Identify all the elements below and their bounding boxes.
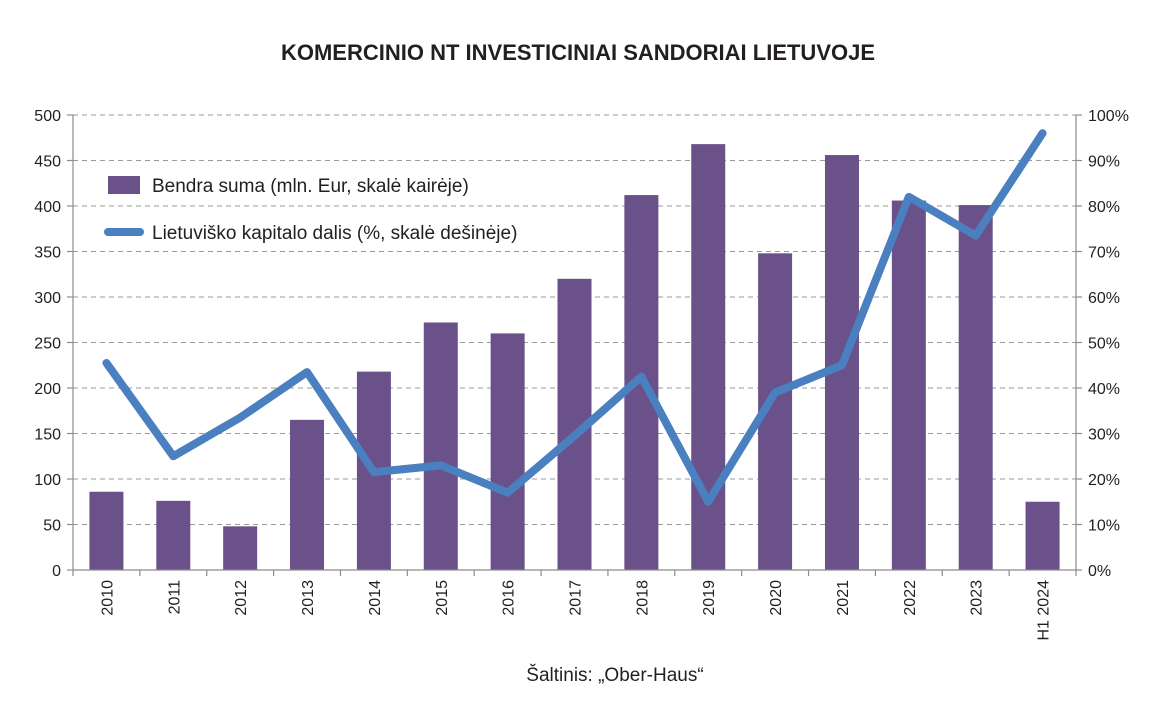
- right-tick-label: 60%: [1088, 290, 1120, 307]
- legend-swatch-bars: [108, 176, 140, 194]
- line-point: [305, 370, 310, 375]
- bar: [1025, 501, 1060, 570]
- x-tick-label: 2020: [768, 580, 785, 616]
- right-tick-label: 100%: [1088, 108, 1129, 125]
- line-point: [706, 499, 711, 504]
- right-tick-label: 10%: [1088, 518, 1120, 535]
- x-tick-label: 2015: [434, 580, 451, 616]
- bar: [691, 144, 726, 570]
- bar: [891, 200, 926, 571]
- x-axis-ticks: 2010 2011 2012 2013 2014 2015 2016 2017 2018 2019…: [99, 580, 1052, 641]
- x-tick-label: 2011: [166, 580, 183, 615]
- x-tick-label: 2022: [902, 580, 919, 616]
- bar: [156, 500, 191, 570]
- bar: [490, 333, 525, 570]
- right-tick-label: 50%: [1088, 336, 1120, 353]
- line-point: [973, 233, 978, 238]
- x-tick-label: 2019: [701, 580, 718, 616]
- left-tick-label: 500: [34, 108, 61, 125]
- line-point: [505, 490, 510, 495]
- left-tick-label: 200: [34, 381, 61, 398]
- bar: [223, 526, 258, 570]
- line-point: [438, 463, 443, 468]
- x-tick-label: 2010: [99, 580, 116, 616]
- bars: [89, 144, 1060, 571]
- legend-label-bars: Bendra suma (mln. Eur, skalė kairėje): [152, 176, 469, 197]
- right-tick-label: 30%: [1088, 427, 1120, 444]
- left-tick-label: 300: [34, 290, 61, 307]
- line-point: [1040, 131, 1045, 136]
- x-tick-label: 2014: [367, 580, 384, 616]
- right-tick-label: 40%: [1088, 381, 1120, 398]
- source-note: Šaltinis: „Ober-Haus“: [526, 664, 703, 686]
- x-tick-label: 2017: [568, 580, 585, 616]
- line-point: [171, 454, 176, 459]
- left-axis-ticks: 0 50 100 150 200 250 300 350 400 450 500: [34, 108, 61, 580]
- bar: [89, 491, 124, 570]
- right-tick-label: 0%: [1088, 563, 1111, 580]
- bar: [958, 205, 993, 570]
- line-point: [572, 433, 577, 438]
- right-tick-label: 80%: [1088, 199, 1120, 216]
- x-tick-label: 2021: [835, 580, 852, 616]
- chart-title: KOMERCINIO NT INVESTICINIAI SANDORIAI LI…: [281, 40, 875, 65]
- left-tick-label: 0: [52, 563, 61, 580]
- line-point: [839, 363, 844, 368]
- bar: [423, 322, 458, 570]
- right-tick-label: 20%: [1088, 472, 1120, 489]
- right-tick-label: 70%: [1088, 245, 1120, 262]
- left-tick-label: 100: [34, 472, 61, 489]
- x-tick-label: 2012: [233, 580, 250, 616]
- line-point: [773, 390, 778, 395]
- x-tick-label: 2023: [969, 580, 986, 616]
- bar: [290, 419, 325, 570]
- left-tick-label: 50: [43, 518, 61, 535]
- legend-label-line: Lietuviško kapitalo dalis (%, skalė deši…: [152, 223, 517, 244]
- x-tick-label: 2013: [300, 580, 317, 616]
- line-point: [371, 470, 376, 475]
- left-tick-label: 450: [34, 154, 61, 171]
- legend: Bendra suma (mln. Eur, skalė kairėje) Li…: [104, 176, 517, 244]
- right-axis-ticks: 0% 10% 20% 30% 40% 50% 60% 70% 80% 90% 100%: [1088, 108, 1129, 580]
- left-tick-label: 400: [34, 199, 61, 216]
- left-tick-label: 250: [34, 336, 61, 353]
- line-point: [238, 415, 243, 420]
- line-point: [639, 374, 644, 379]
- x-tick-label: 2018: [634, 580, 651, 616]
- axes: [67, 114, 1082, 576]
- line-point: [906, 194, 911, 199]
- line-point: [104, 360, 109, 365]
- left-tick-label: 150: [34, 427, 61, 444]
- x-tick-label: 2016: [501, 580, 518, 616]
- left-tick-label: 350: [34, 245, 61, 262]
- line-series: [102, 129, 1047, 506]
- x-tick-label: H1 2024: [1036, 580, 1053, 641]
- right-tick-label: 90%: [1088, 154, 1120, 171]
